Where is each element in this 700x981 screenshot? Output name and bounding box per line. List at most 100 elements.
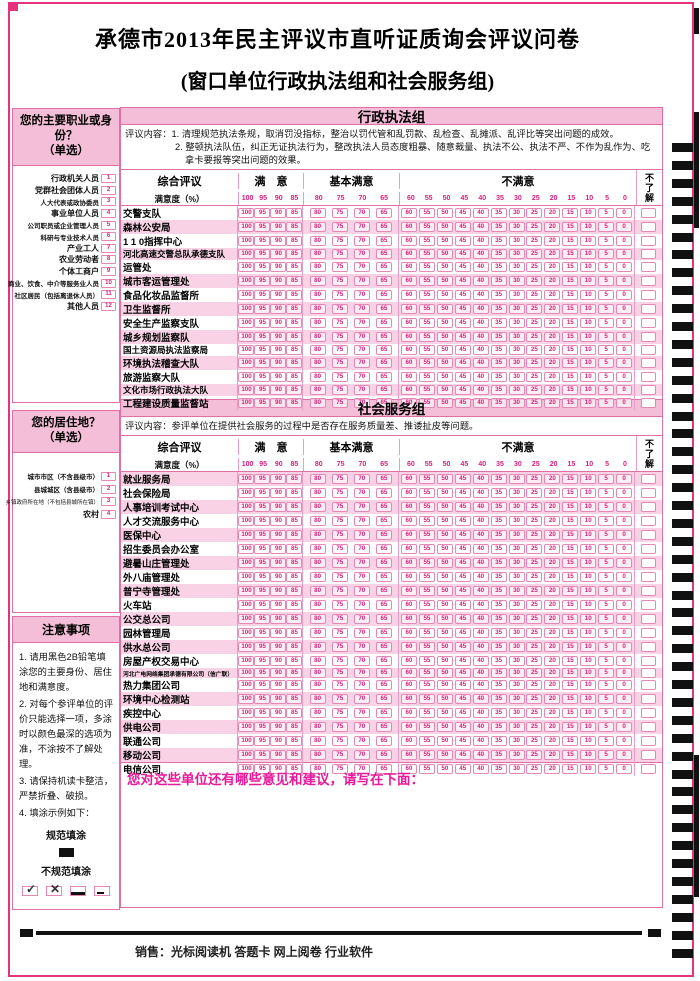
score-bubble[interactable]: 15 xyxy=(562,722,579,732)
score-bubble[interactable]: 10 xyxy=(580,558,597,568)
score-bubble[interactable]: 100 xyxy=(238,304,255,314)
score-bubble[interactable]: 25 xyxy=(526,398,543,408)
score-bubble[interactable]: 10 xyxy=(580,372,597,382)
unknown-bubble[interactable] xyxy=(641,680,656,690)
score-bubble[interactable]: 50 xyxy=(436,736,453,746)
unknown-bubble[interactable] xyxy=(641,614,656,624)
score-bubble[interactable]: 100 xyxy=(238,572,255,582)
score-bubble[interactable]: 5 xyxy=(598,398,615,408)
score-bubble[interactable]: 70 xyxy=(353,544,370,554)
score-bubble[interactable]: 75 xyxy=(331,304,348,314)
score-bubble[interactable]: 60 xyxy=(400,304,417,314)
score-bubble[interactable]: 45 xyxy=(454,764,471,774)
unknown-bubble[interactable] xyxy=(641,276,656,286)
score-bubble[interactable]: 65 xyxy=(375,276,392,286)
score-bubble[interactable]: 90 xyxy=(270,530,287,540)
unknown-bubble[interactable] xyxy=(641,474,656,484)
score-bubble[interactable]: 75 xyxy=(331,262,348,272)
score-bubble[interactable]: 35 xyxy=(490,222,507,232)
score-bubble[interactable]: 85 xyxy=(286,668,303,678)
score-bubble[interactable]: 90 xyxy=(270,544,287,554)
score-bubble[interactable]: 90 xyxy=(270,208,287,218)
score-bubble[interactable]: 95 xyxy=(254,614,271,624)
unknown-bubble[interactable] xyxy=(641,304,656,314)
score-bubble[interactable]: 30 xyxy=(508,474,525,484)
score-bubble[interactable]: 70 xyxy=(353,345,370,355)
score-bubble[interactable]: 30 xyxy=(508,628,525,638)
score-bubble[interactable]: 40 xyxy=(472,222,489,232)
score-bubble[interactable]: 25 xyxy=(526,208,543,218)
score-bubble[interactable]: 0 xyxy=(616,262,633,272)
score-bubble[interactable]: 55 xyxy=(418,722,435,732)
score-bubble[interactable]: 90 xyxy=(270,222,287,232)
score-bubble[interactable]: 70 xyxy=(353,558,370,568)
score-bubble[interactable]: 20 xyxy=(544,276,561,286)
score-bubble[interactable]: 40 xyxy=(472,614,489,624)
score-bubble[interactable]: 60 xyxy=(400,694,417,704)
score-bubble[interactable]: 50 xyxy=(436,656,453,666)
score-bubble[interactable]: 50 xyxy=(436,332,453,342)
score-bubble[interactable]: 30 xyxy=(508,586,525,596)
score-bubble[interactable]: 45 xyxy=(454,345,471,355)
score-bubble[interactable]: 40 xyxy=(472,276,489,286)
score-bubble[interactable]: 25 xyxy=(526,276,543,286)
score-bubble[interactable]: 85 xyxy=(286,372,303,382)
score-bubble[interactable]: 65 xyxy=(375,642,392,652)
score-bubble[interactable]: 55 xyxy=(418,572,435,582)
score-bubble[interactable]: 20 xyxy=(544,614,561,624)
score-bubble[interactable]: 95 xyxy=(254,572,271,582)
score-bubble[interactable]: 45 xyxy=(454,318,471,328)
score-bubble[interactable]: 35 xyxy=(490,516,507,526)
score-bubble[interactable]: 35 xyxy=(490,708,507,718)
score-bubble[interactable]: 90 xyxy=(270,586,287,596)
score-bubble[interactable]: 75 xyxy=(331,398,348,408)
score-bubble[interactable]: 75 xyxy=(331,736,348,746)
score-bubble[interactable]: 15 xyxy=(562,736,579,746)
score-bubble[interactable]: 90 xyxy=(270,656,287,666)
score-bubble[interactable]: 0 xyxy=(616,764,633,774)
score-bubble[interactable]: 55 xyxy=(418,318,435,328)
score-bubble[interactable]: 45 xyxy=(454,502,471,512)
score-bubble[interactable]: 75 xyxy=(331,600,348,610)
score-bubble[interactable]: 25 xyxy=(526,385,543,395)
score-bubble[interactable]: 25 xyxy=(526,694,543,704)
score-bubble[interactable]: 80 xyxy=(309,358,326,368)
suggestion-area[interactable]: 您对这些单位还有哪些意见和建议，请写在下面： xyxy=(120,762,663,908)
score-bubble[interactable]: 30 xyxy=(508,764,525,774)
score-bubble[interactable]: 85 xyxy=(286,764,303,774)
option-bubble[interactable]: 5 xyxy=(101,220,116,230)
score-bubble[interactable]: 80 xyxy=(309,530,326,540)
score-bubble[interactable]: 70 xyxy=(353,572,370,582)
score-bubble[interactable]: 70 xyxy=(353,722,370,732)
score-bubble[interactable]: 100 xyxy=(238,385,255,395)
unknown-bubble[interactable] xyxy=(641,502,656,512)
score-bubble[interactable]: 35 xyxy=(490,502,507,512)
score-bubble[interactable]: 100 xyxy=(238,332,255,342)
score-bubble[interactable]: 50 xyxy=(436,530,453,540)
score-bubble[interactable]: 50 xyxy=(436,544,453,554)
score-bubble[interactable]: 85 xyxy=(286,236,303,246)
score-bubble[interactable]: 55 xyxy=(418,530,435,540)
score-bubble[interactable]: 20 xyxy=(544,516,561,526)
score-bubble[interactable]: 60 xyxy=(400,358,417,368)
score-bubble[interactable]: 90 xyxy=(270,572,287,582)
score-bubble[interactable]: 60 xyxy=(400,249,417,259)
score-bubble[interactable]: 95 xyxy=(254,474,271,484)
score-bubble[interactable]: 30 xyxy=(508,249,525,259)
score-bubble[interactable]: 75 xyxy=(331,516,348,526)
score-bubble[interactable]: 40 xyxy=(472,736,489,746)
option-bubble[interactable]: 1 xyxy=(101,174,116,184)
score-bubble[interactable]: 0 xyxy=(616,474,633,484)
score-bubble[interactable]: 15 xyxy=(562,516,579,526)
score-bubble[interactable]: 35 xyxy=(490,236,507,246)
score-bubble[interactable]: 60 xyxy=(400,488,417,498)
score-bubble[interactable]: 55 xyxy=(418,385,435,395)
score-bubble[interactable]: 75 xyxy=(331,345,348,355)
score-bubble[interactable]: 10 xyxy=(580,722,597,732)
score-bubble[interactable]: 80 xyxy=(309,304,326,314)
score-bubble[interactable]: 0 xyxy=(616,656,633,666)
score-bubble[interactable]: 60 xyxy=(400,345,417,355)
score-bubble[interactable]: 100 xyxy=(238,474,255,484)
score-bubble[interactable]: 65 xyxy=(375,544,392,554)
score-bubble[interactable]: 75 xyxy=(331,586,348,596)
